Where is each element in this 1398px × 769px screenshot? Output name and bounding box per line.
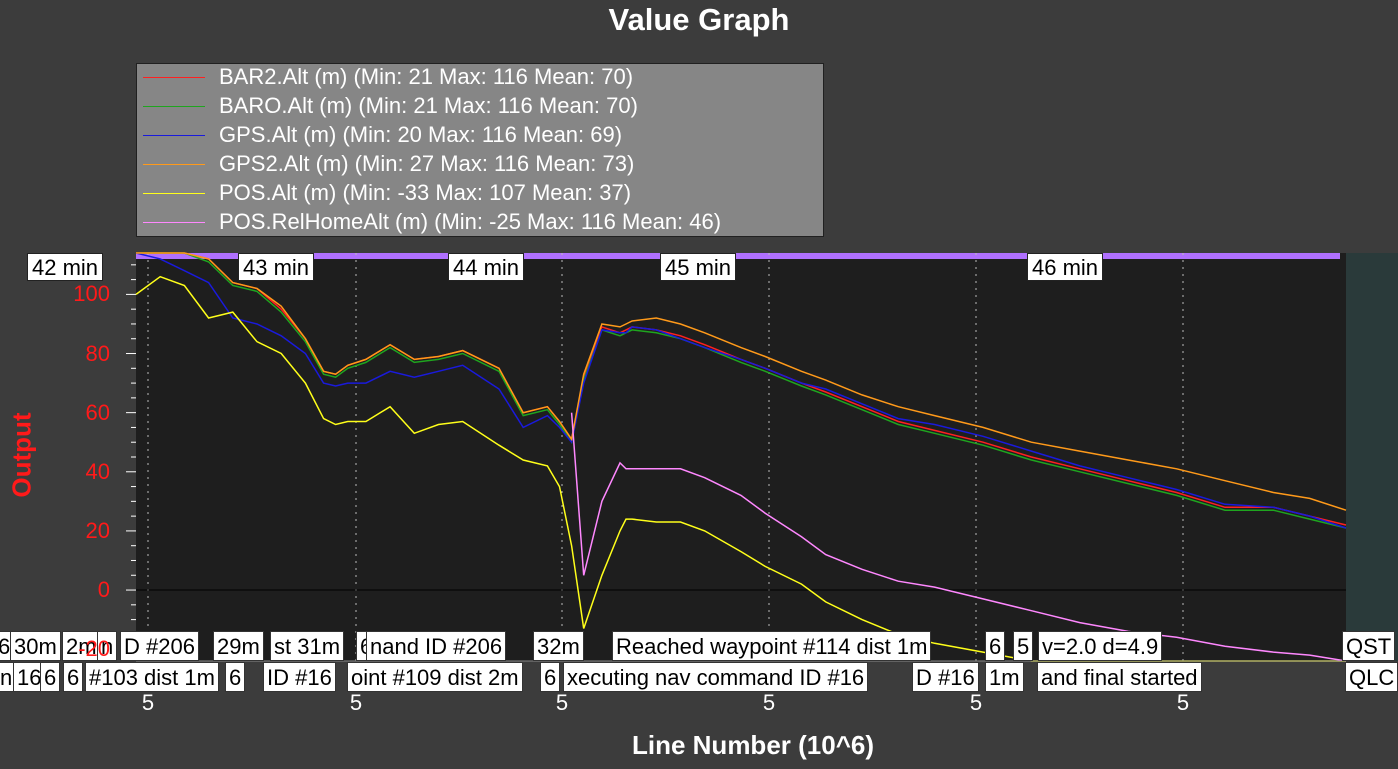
y-tick-label: -20 [78,636,110,662]
time-label: 44 min [448,253,525,281]
message-label: 6 [40,662,61,692]
y-tick-label: 0 [97,577,110,603]
plot-right-strip [1346,253,1398,661]
legend-label: POS.RelHomeAlt (m) (Min: -25 Max: 116 Me… [219,209,722,234]
y-axis-label: Output [6,412,37,498]
message-label: QST [1342,631,1396,661]
legend-label: GPS2.Alt (m) (Min: 27 Max: 116 Mean: 73) [219,151,635,176]
message-label: D #206 [120,631,199,661]
x-tick-label: 5 [762,690,776,715]
message-label: st 31m [270,631,345,661]
message-label: and final started [1037,662,1202,692]
message-label: 6 [63,662,84,692]
message-label: 2m [62,631,101,661]
series-line-2 [135,252,1347,529]
y-tick-label: 60 [85,399,110,425]
legend-entry: POS.Alt (m) (Min: -33 Max: 107 Mean: 37) [137,180,823,209]
legend-swatch [143,193,205,194]
legend-entry: BAR2.Alt (m) (Min: 21 Max: 116 Mean: 70) [137,64,823,93]
x-tick-label: 5 [141,690,155,715]
legend-label: GPS.Alt (m) (Min: 20 Max: 116 Mean: 69) [219,122,623,147]
legend-entry: POS.RelHomeAlt (m) (Min: -25 Max: 116 Me… [137,209,823,238]
message-label: #103 dist 1m [85,662,219,692]
message-label: ID #16 [263,662,336,692]
message-label: 6 [985,631,1006,661]
series-line-3 [136,252,1347,511]
legend-swatch [143,77,205,78]
message-label: 29m [213,631,264,661]
y-tick-label: 100 [73,281,110,307]
x-tick-label: 5 [349,690,363,715]
message-label: v=2.0 d=4.9 [1038,631,1163,661]
message-label: D #16 [912,662,979,692]
message-label: oint #109 dist 2m [347,662,523,692]
legend-label: BAR2.Alt (m) (Min: 21 Max: 116 Mean: 70) [219,64,634,89]
legend-swatch [143,164,205,165]
chart-title: Value Graph [608,2,790,37]
message-label: 1m [985,662,1024,692]
legend: BAR2.Alt (m) (Min: 21 Max: 116 Mean: 70)… [136,63,824,237]
x-tick-label: 5 [969,690,983,715]
message-label: 6 [540,662,561,692]
message-label: nand ID #206 [366,631,507,661]
message-label: 32m [533,631,584,661]
y-tick-label: 80 [85,340,110,366]
y-tick-label: 20 [85,517,110,543]
message-label: xecuting nav command ID #16 [563,662,869,692]
legend-entry: BARO.Alt (m) (Min: 21 Max: 116 Mean: 70) [137,93,823,122]
message-label: n [97,631,118,661]
message-label: 6 [225,662,246,692]
legend-swatch [143,106,205,107]
message-label: 5 [1013,631,1034,661]
message-label: QLC [1345,662,1398,692]
time-range-bar [136,253,1340,259]
x-axis-label: Line Number (10^6) [631,730,874,760]
legend-label: POS.Alt (m) (Min: -33 Max: 107 Mean: 37) [219,180,632,205]
y-tick-label: 40 [85,458,110,484]
legend-entry: GPS.Alt (m) (Min: 20 Max: 116 Mean: 69) [137,122,823,151]
legend-swatch [143,135,205,136]
message-label: 30m [10,631,61,661]
x-tick-label: 5 [555,690,569,715]
time-label: 46 min [1027,253,1104,281]
message-label: Reached waypoint #114 dist 1m [612,631,932,661]
series-line-5 [570,412,1347,662]
legend-label: BARO.Alt (m) (Min: 21 Max: 116 Mean: 70) [219,93,638,118]
time-label: 45 min [660,253,737,281]
legend-entry: GPS2.Alt (m) (Min: 27 Max: 116 Mean: 73) [137,151,823,180]
time-label: 42 min [27,253,104,281]
time-label: 43 min [238,253,315,281]
plot-background [136,253,1346,661]
x-tick-label: 5 [1176,690,1190,715]
legend-swatch [143,222,205,223]
